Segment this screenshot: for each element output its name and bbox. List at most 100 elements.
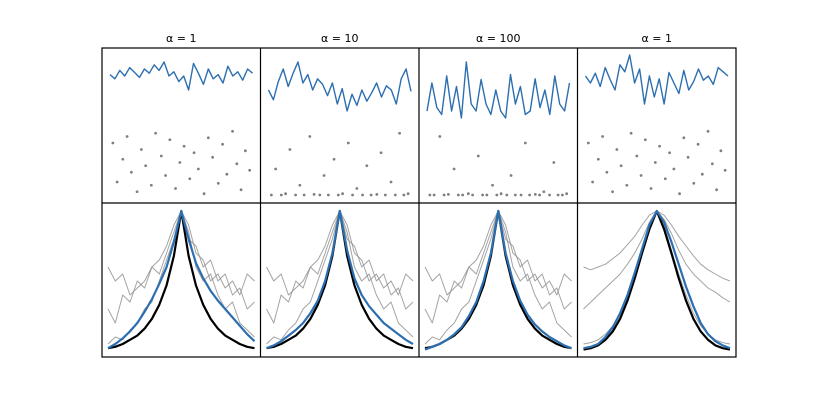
sample-point — [481, 193, 484, 197]
sample-point — [365, 164, 369, 168]
sample-point — [318, 193, 322, 197]
sample-point — [519, 193, 523, 197]
sample-point — [379, 151, 383, 155]
sample-point — [663, 177, 667, 181]
signal-line — [109, 61, 253, 91]
sample-point — [696, 142, 700, 146]
sample-point — [649, 187, 653, 190]
panel-title: α = 1 — [166, 32, 196, 45]
signal-line — [426, 61, 571, 119]
sample-point — [231, 129, 234, 133]
sample-point — [398, 131, 401, 135]
sample-point — [528, 193, 531, 197]
sample-point — [476, 154, 480, 158]
sample-point — [355, 187, 359, 190]
sample-point — [154, 131, 158, 135]
true-kernel — [583, 209, 731, 351]
sample-point — [653, 161, 657, 164]
sample-point — [461, 193, 465, 197]
sample-point — [710, 162, 714, 166]
sample-point — [635, 154, 639, 158]
sample-curve — [583, 210, 731, 310]
sample-curve — [424, 210, 572, 345]
sample-point — [499, 192, 503, 196]
true-kernel — [424, 209, 572, 350]
sample-point — [639, 174, 643, 177]
sample-point — [505, 193, 509, 197]
sample-curve — [107, 210, 255, 324]
sample-point — [678, 192, 681, 196]
sample-point — [332, 157, 336, 161]
sample-point — [111, 141, 115, 145]
panel-title: α = 10 — [321, 32, 358, 45]
sample-point — [196, 167, 200, 171]
sample-point — [361, 193, 364, 197]
sample-point — [326, 193, 330, 197]
sample-curve — [107, 210, 255, 345]
sample-point — [149, 183, 153, 187]
sample-point — [533, 192, 537, 196]
sample-point — [221, 142, 224, 146]
sample-point — [121, 157, 125, 161]
sample-point — [706, 129, 710, 133]
sample-curve — [583, 210, 731, 345]
sample-point — [351, 193, 354, 197]
sample-point — [243, 149, 247, 153]
sample-point — [452, 167, 456, 171]
sample-point — [192, 151, 196, 155]
sample-point — [556, 193, 560, 197]
sample-point — [312, 192, 316, 196]
sample-point — [129, 170, 133, 174]
sample-point — [389, 180, 393, 184]
sample-point — [700, 172, 704, 176]
sample-point — [456, 193, 460, 197]
sample-point — [202, 192, 206, 196]
sample-point — [438, 135, 442, 138]
panel-title: α = 1 — [642, 32, 672, 45]
sample-point — [715, 188, 718, 192]
sample-point — [615, 148, 619, 151]
sample-point — [174, 187, 177, 190]
sample-point — [432, 193, 436, 197]
signal-line — [584, 54, 729, 105]
sample-point — [341, 192, 344, 196]
sample-point — [485, 193, 489, 197]
sample-point — [115, 180, 119, 184]
sample-point — [565, 192, 569, 196]
sample-point — [279, 193, 283, 197]
sample-point — [375, 192, 379, 196]
sample-point — [239, 188, 243, 192]
sample-point — [442, 193, 446, 197]
sample-point — [611, 190, 614, 194]
sample-point — [322, 174, 326, 177]
kernel-estimate — [266, 209, 414, 350]
sample-point — [402, 193, 406, 197]
sample-point — [560, 193, 564, 197]
sample-point — [168, 138, 172, 142]
sample-point — [629, 131, 633, 135]
sample-point — [178, 161, 182, 164]
sample-point — [509, 174, 513, 177]
sample-point — [491, 183, 494, 187]
sample-point — [692, 181, 696, 185]
sample-point — [125, 135, 129, 138]
sample-point — [139, 148, 143, 151]
sample-point — [601, 135, 604, 138]
sample-point — [591, 180, 595, 184]
sample-point — [605, 170, 609, 174]
sample-point — [548, 193, 551, 197]
sample-point — [625, 183, 629, 187]
sample-point — [619, 164, 623, 168]
sample-point — [723, 168, 727, 172]
sample-point — [269, 193, 273, 197]
sample-point — [248, 168, 252, 172]
sample-point — [336, 193, 340, 197]
sample-point — [538, 193, 541, 197]
sample-point — [658, 144, 661, 148]
sample-point — [471, 193, 474, 197]
sample-point — [159, 154, 163, 158]
sample-curve — [266, 210, 414, 296]
sample-point — [523, 141, 527, 145]
sample-point — [182, 144, 186, 148]
